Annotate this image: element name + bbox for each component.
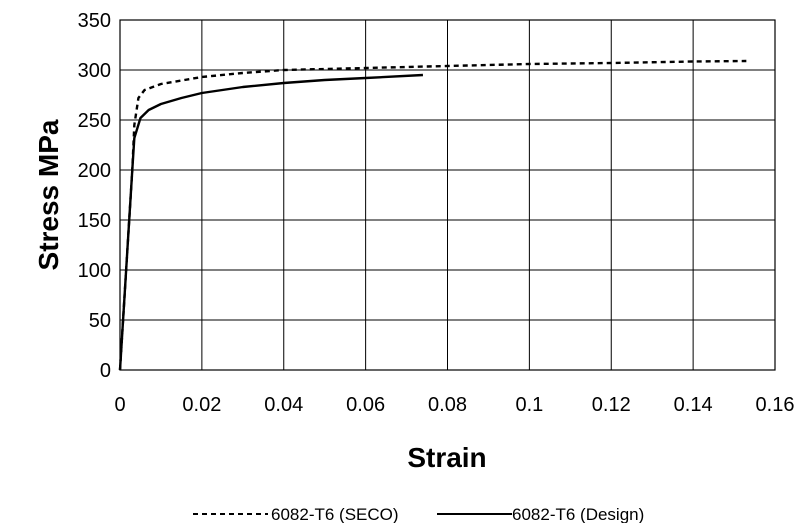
y-tick-label: 300: [78, 60, 111, 82]
y-tick-label: 150: [78, 210, 111, 232]
x-tick-label: 0.04: [264, 394, 303, 416]
y-tick-label: 250: [78, 110, 111, 132]
y-axis-title: Stress MPa: [33, 119, 64, 270]
x-tick-label: 0.12: [592, 394, 631, 416]
x-tick-label: 0.14: [674, 394, 713, 416]
plot-area-frame: [119, 19, 776, 371]
legend: 6082-T6 (SECO) 6082-T6 (Design): [193, 505, 644, 524]
x-tick-label: 0.06: [346, 394, 385, 416]
y-tick-label: 100: [78, 260, 111, 282]
y-tick-label: 0: [100, 360, 111, 382]
legend-label-design: 6082-T6 (Design): [512, 505, 644, 523]
tick-labels: 0 0.02 0.04 0.06 0.08 0.1 0.12 0.14 0.16 0 50 100 15…: [78, 10, 795, 416]
series-layer: [118, 59, 747, 371]
x-tick-label: 0: [114, 394, 125, 416]
y-tick-label: 350: [78, 10, 111, 32]
x-tick-label: 0.16: [756, 394, 795, 416]
x-tick-label: 0.1: [515, 394, 543, 416]
series-line-design: [118, 73, 424, 371]
x-tick-label: 0.02: [182, 394, 221, 416]
y-tick-label: 50: [89, 310, 111, 332]
x-tick-label: 0.08: [428, 394, 467, 416]
y-tick-label: 200: [78, 160, 111, 182]
series-line-seco: [118, 59, 747, 371]
x-axis-title: Strain: [407, 442, 486, 473]
legend-label-seco: 6082-T6 (SECO): [271, 505, 399, 523]
